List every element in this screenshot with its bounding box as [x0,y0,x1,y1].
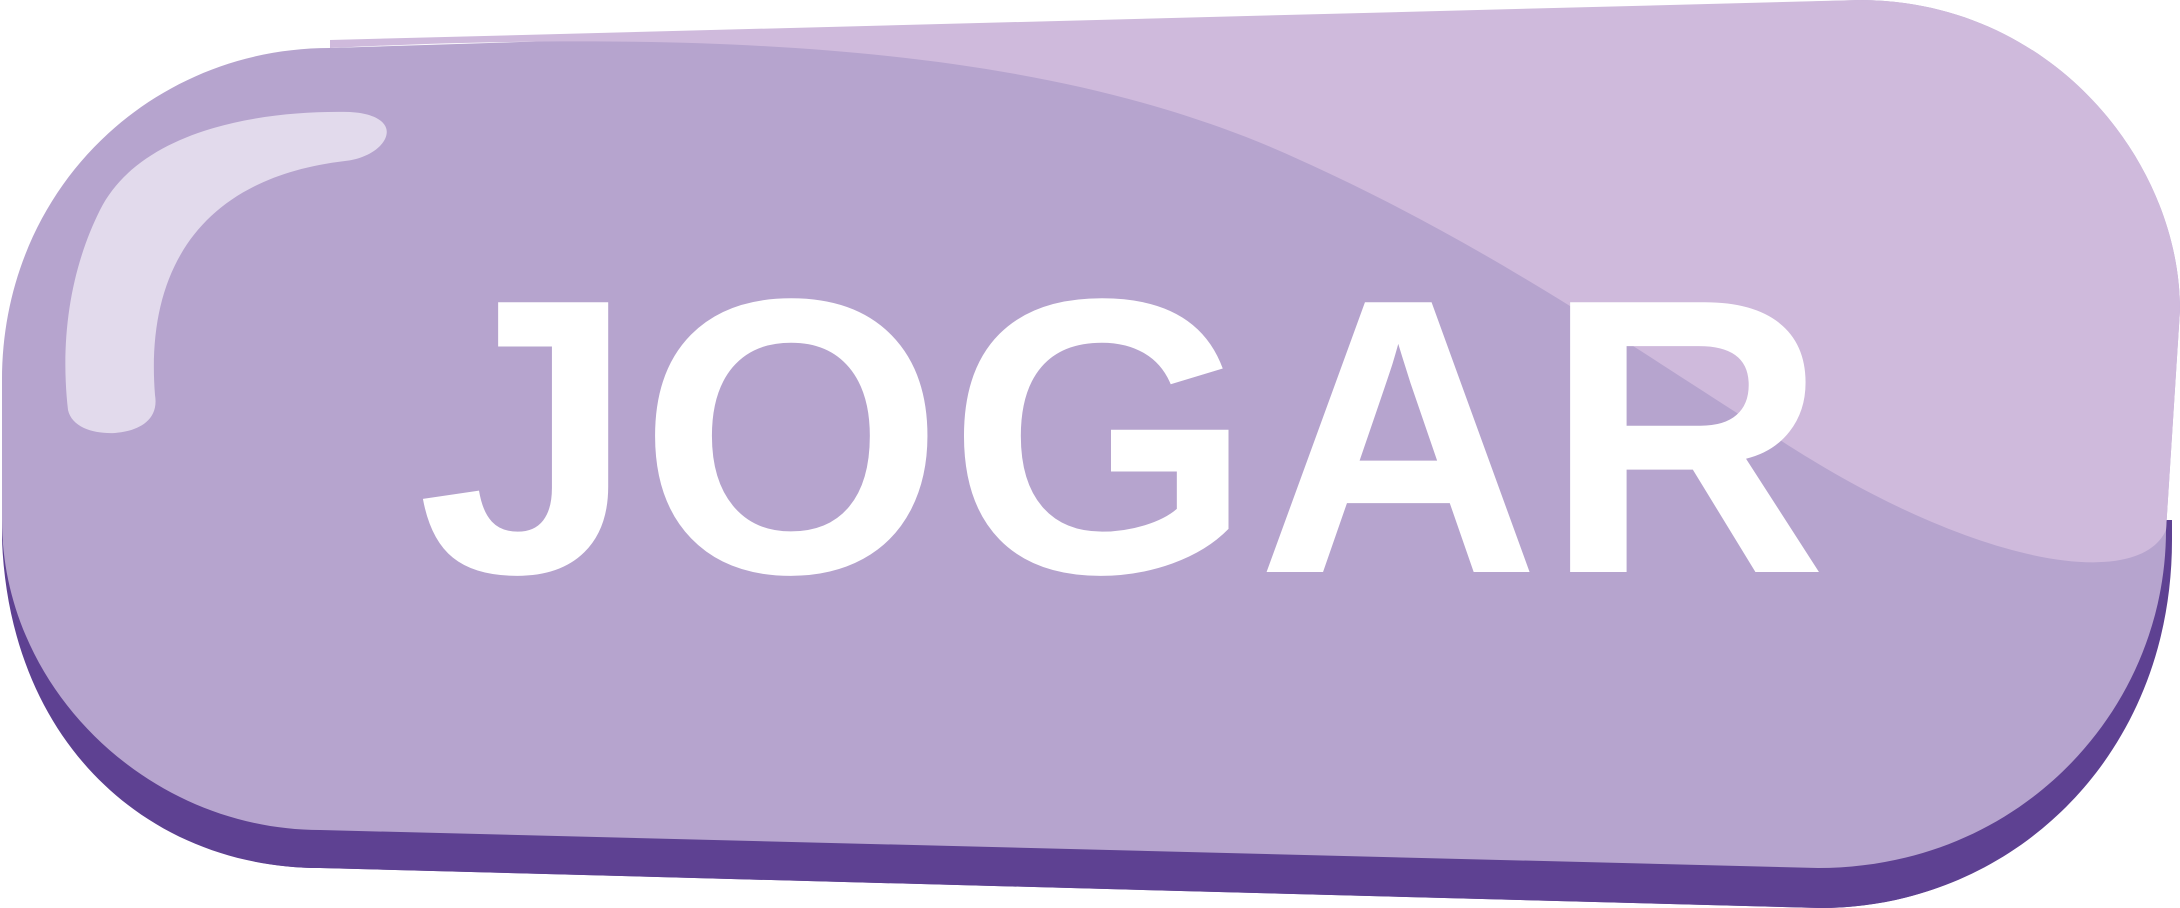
highlight-band [330,0,2180,563]
play-button-label: JOGAR [417,218,1831,656]
gloss-stroke [65,111,387,434]
